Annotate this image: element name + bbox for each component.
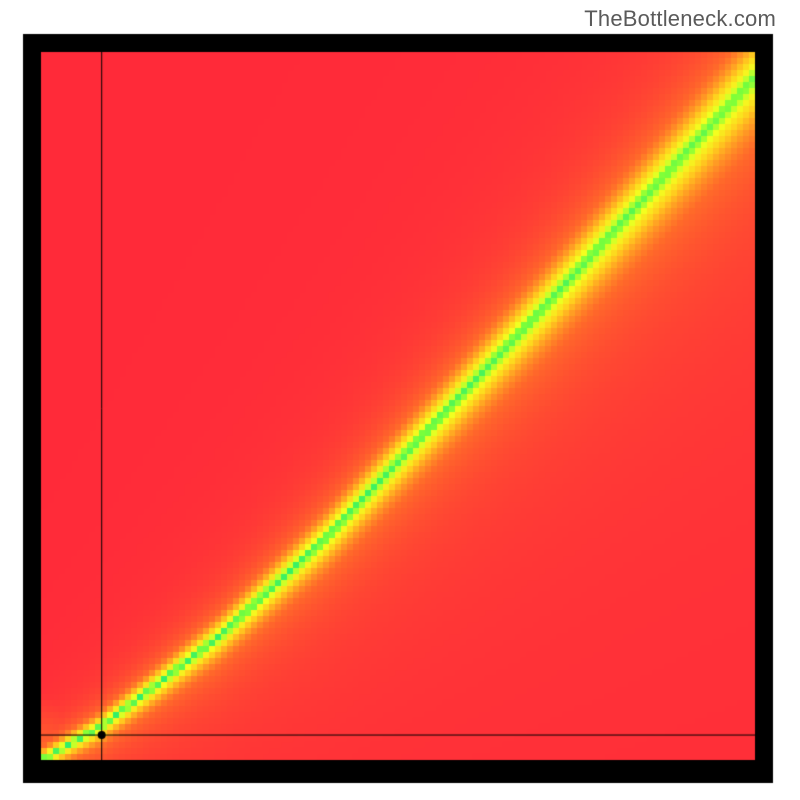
chart-container: TheBottleneck.com xyxy=(0,0,800,800)
heatmap-canvas xyxy=(0,0,800,800)
